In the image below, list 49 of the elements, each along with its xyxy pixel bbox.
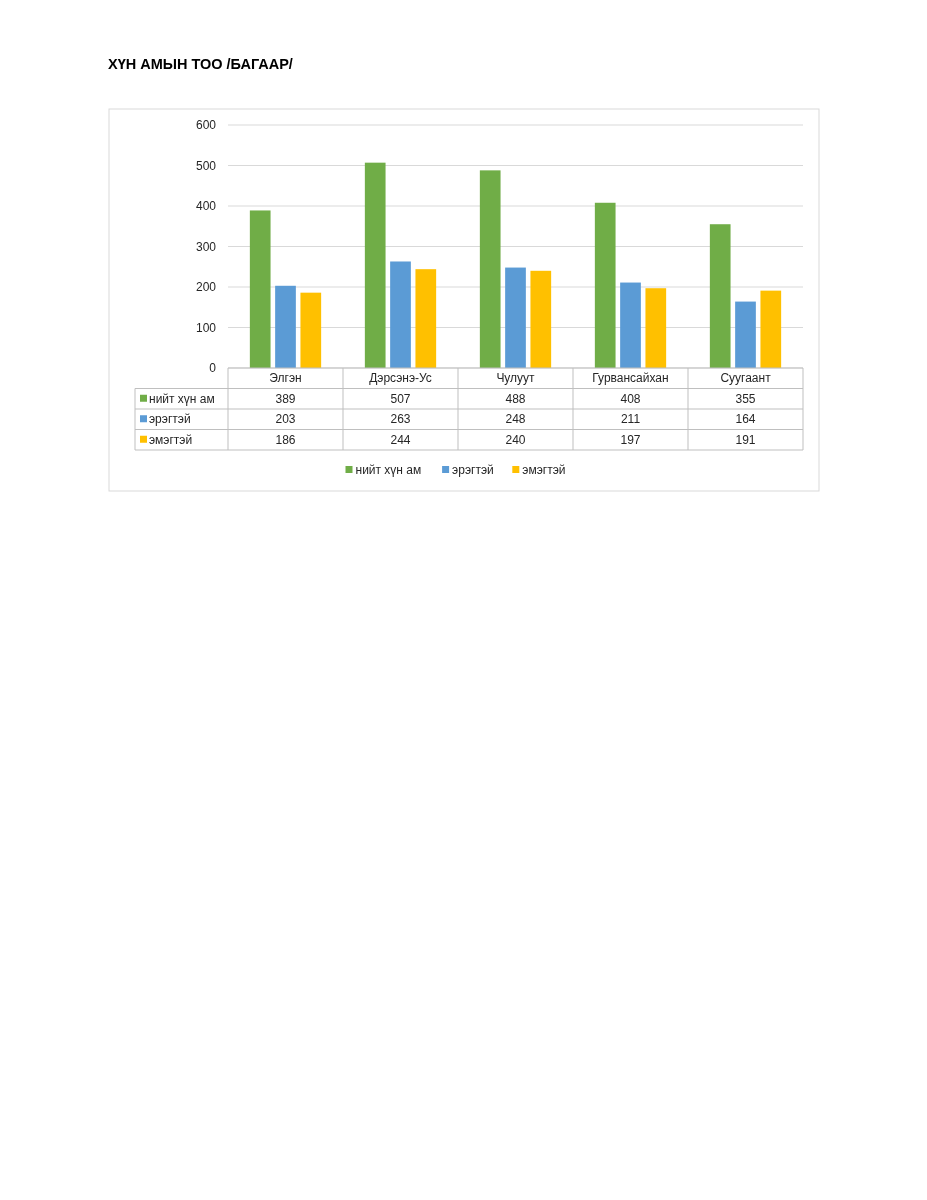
bar: [530, 270, 552, 368]
y-tick-label: 0: [209, 361, 217, 376]
data-label: 408: [620, 391, 641, 406]
text: нийт хүн ам: [355, 463, 422, 478]
bar: [620, 282, 641, 368]
bar: [594, 202, 616, 368]
y-tick-label: 400: [195, 199, 217, 214]
y-tick-label: 500: [195, 158, 217, 173]
bar: [275, 285, 296, 368]
bar: [505, 267, 526, 368]
data-label: 488: [505, 391, 526, 406]
data-label: 203: [275, 412, 296, 427]
chart-title: ХҮН АМЫН ТОО /БАГААР/: [108, 56, 293, 72]
bar: [390, 261, 411, 368]
bar: [735, 301, 756, 368]
text: эмэгтэй: [149, 432, 193, 447]
x-tick-label: Суугаант: [720, 371, 772, 386]
bar: [415, 269, 437, 368]
data-label: 355: [735, 391, 756, 406]
legend-label: эрэгтэй: [452, 463, 494, 478]
bar: [645, 288, 667, 368]
bar: [249, 210, 271, 368]
legend-label: эмэгтэй: [522, 463, 566, 478]
y-tick-label: 100: [195, 320, 217, 335]
x-tick-label: Гурвансайхан: [592, 371, 669, 386]
x-tick-label: Чулуут: [496, 371, 536, 386]
data-label: 211: [620, 412, 641, 427]
text: эрэгтэй: [149, 412, 191, 427]
data-label: 248: [505, 412, 526, 427]
x-tick-label: Дэрсэнэ-Ус: [369, 371, 432, 386]
bar: [479, 170, 501, 368]
data-label: 507: [390, 391, 411, 406]
y-tick-label: 300: [195, 239, 217, 254]
bar: [709, 224, 731, 368]
legend-label: нийт хүн ам: [149, 391, 215, 406]
bar: [760, 290, 782, 368]
y-tick-label: 200: [195, 280, 217, 295]
data-label: 389: [275, 391, 296, 406]
data-label: 197: [620, 432, 641, 447]
x-tick-label: Элгэн: [269, 371, 302, 386]
data-label: 244: [390, 432, 411, 447]
data-label: 263: [390, 412, 411, 427]
data-label: 240: [505, 432, 526, 447]
bar: [300, 292, 322, 368]
bar: [364, 162, 386, 368]
data-label: 191: [735, 432, 756, 447]
y-tick-label: 600: [195, 118, 217, 133]
data-label: 164: [735, 412, 756, 427]
data-label: 186: [275, 432, 296, 447]
